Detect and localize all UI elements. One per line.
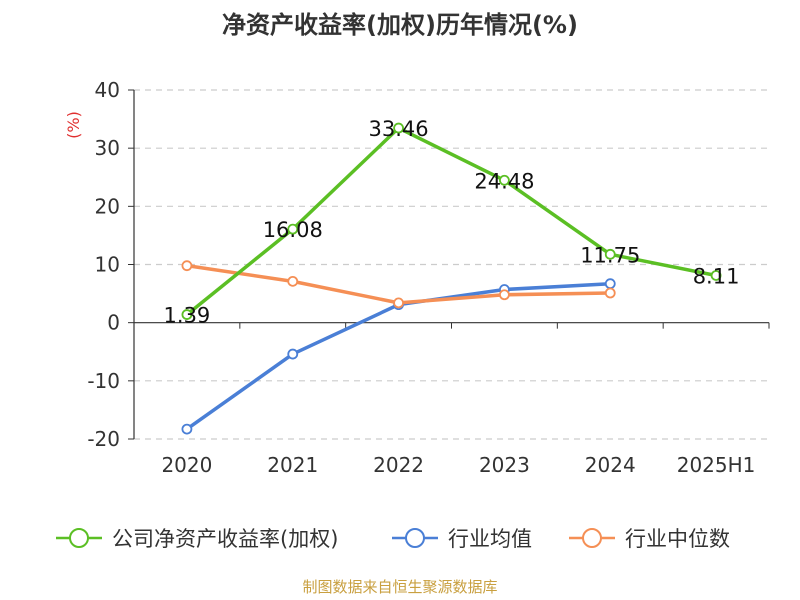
axes — [128, 89, 770, 440]
legend-circle-icon — [405, 528, 425, 548]
series-point-1 — [181, 423, 193, 435]
y-axis-unit: (%) — [64, 111, 83, 139]
x-tick-label: 2022 — [373, 453, 424, 477]
series-point-2 — [181, 260, 193, 272]
y-tick-label: 10 — [95, 253, 120, 277]
chart-title: 净资产收益率(加权)历年情况(%) — [222, 11, 578, 39]
data-label: 24.48 — [474, 169, 534, 193]
legend-item-0[interactable]: 公司净资产收益率(加权) — [56, 527, 338, 551]
x-tick-label: 2025H1 — [677, 453, 756, 477]
data-labels: 1.39 16.08 33.46 24.48 11.75 8.11 — [164, 117, 740, 328]
x-tick-label: 2021 — [267, 453, 318, 477]
series-line-2 — [185, 263, 612, 305]
legend-circle-icon — [582, 528, 602, 548]
x-tick-label: 2024 — [585, 453, 636, 477]
y-tick-label: 40 — [95, 78, 120, 102]
data-label: 1.39 — [164, 304, 211, 328]
y-tick-label: 30 — [95, 136, 120, 160]
y-tick-label: -20 — [87, 427, 120, 451]
legend-circle-icon — [69, 528, 89, 548]
series-point-0 — [181, 309, 193, 320]
series-point-1 — [604, 278, 616, 290]
legend: 公司净资产收益率(加权) 行业均值 行业中位数 — [56, 527, 730, 551]
series-lines — [185, 126, 718, 431]
y-tick-label: 0 — [107, 311, 120, 335]
y-tick-label: 20 — [95, 194, 120, 218]
series-point-2 — [393, 297, 404, 309]
legend-label: 行业中位数 — [625, 527, 730, 551]
y-tick-label: -10 — [87, 369, 120, 393]
data-label: 8.11 — [693, 264, 740, 288]
legend-label: 公司净资产收益率(加权) — [112, 527, 338, 551]
series-point-2 — [499, 289, 510, 301]
legend-item-2[interactable]: 行业中位数 — [569, 527, 730, 551]
legend-item-1[interactable]: 行业均值 — [392, 527, 532, 551]
x-tick-label: 2023 — [479, 453, 530, 477]
series-line-0 — [185, 126, 718, 317]
data-label: 16.08 — [263, 218, 323, 242]
grid-lines — [134, 89, 769, 440]
series-point-0 — [499, 174, 510, 186]
series-points — [181, 122, 722, 435]
series-point-0 — [393, 122, 404, 134]
legend-label: 行业均值 — [448, 527, 532, 551]
series-point-2 — [604, 287, 616, 299]
source-note: 制图数据来自恒生聚源数据库 — [302, 578, 497, 596]
series-point-0 — [604, 248, 616, 260]
series-point-1 — [287, 348, 299, 360]
series-point-2 — [287, 275, 299, 287]
tick-labels: 40 30 20 10 0 -10 -20 2020 2021 2022 2023 2024 2025H… — [87, 78, 755, 477]
series-point-0 — [710, 270, 722, 281]
x-tick-label: 2020 — [161, 453, 212, 477]
data-label: 11.75 — [580, 243, 640, 267]
series-point-0 — [287, 223, 299, 235]
data-label: 33.46 — [369, 117, 429, 141]
